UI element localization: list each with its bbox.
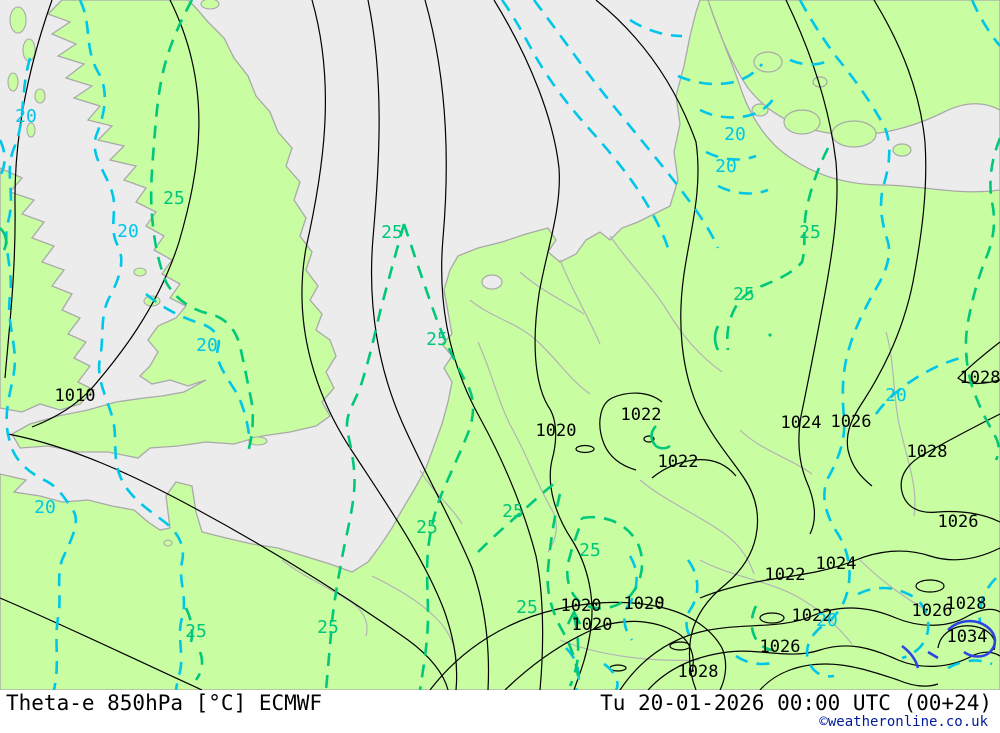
contour-label-theta-cyan: 20	[715, 156, 737, 177]
contour-label-pressure: 1026	[938, 512, 979, 532]
valid-time-title: Tu 20-01-2026 00:00 UTC (00+24)	[600, 691, 992, 715]
caption-bar: Theta-e 850hPa [°C] ECMWF Tu 20-01-2026 …	[0, 690, 1000, 733]
contour-label-theta-green: 25	[416, 517, 438, 538]
theta-contours-cyan	[0, 0, 1000, 691]
contour-label-pressure: 1024	[781, 413, 822, 433]
contour-label-pressure: 1022	[658, 452, 699, 472]
contour-label-theta-green: 25	[185, 621, 207, 642]
contour-label-pressure: 1026	[760, 637, 801, 657]
sea-kattegat-baltic	[707, 0, 1000, 193]
contour-label-theta-cyan: 20	[15, 106, 37, 127]
contour-label-theta-green: 25	[799, 222, 821, 243]
contour-label-theta-cyan: 20	[816, 610, 838, 631]
contour-label-theta-green: 25	[516, 597, 538, 618]
contour-label-pressure: 1028	[946, 594, 987, 614]
contour-label-pressure: 1028	[678, 662, 719, 682]
small-islands	[7, 0, 268, 547]
contour-label-theta-cyan: 20	[117, 221, 139, 242]
contour-label-theta-cyan: 20	[885, 385, 907, 406]
contour-label-theta-cyan: 20	[724, 124, 746, 145]
theta-contours-blue	[901, 619, 997, 669]
contour-label-pressure: 1022	[621, 405, 662, 425]
contour-label-theta-cyan: 20	[196, 335, 218, 356]
contour-label-pressure: 1034	[947, 627, 988, 647]
contour-label-pressure: 1026	[912, 601, 953, 621]
contour-label-pressure: 1022	[792, 606, 833, 626]
danish-islands	[751, 51, 912, 157]
contour-label-pressure: 1022	[765, 565, 806, 585]
contour-label-theta-cyan: 20	[34, 497, 56, 518]
contour-label-theta-green: 25	[733, 284, 755, 305]
contour-label-pressure: 1020	[561, 596, 602, 616]
landmass-ireland	[0, 167, 96, 413]
contour-label-theta-green: 25	[426, 329, 448, 350]
contour-label-pressure: 1010	[55, 386, 96, 406]
contour-label-pressure: 1020	[536, 421, 577, 441]
weather-map: 1010 1020 1022 1022 1024 1026 1028 1028 1026 1022…	[0, 0, 1000, 691]
contour-label-pressure: 1026	[831, 412, 872, 432]
copyright-text: ©weatheronline.co.uk	[819, 714, 988, 730]
contour-label-theta-green: 25	[381, 222, 403, 243]
contour-label-theta-green: 25	[317, 617, 339, 638]
contour-label-pressure: 1028	[907, 442, 948, 462]
contour-label-pressure: 1020	[572, 615, 613, 635]
contour-label-pressure: 1028	[960, 368, 1000, 388]
parameter-title: Theta-e 850hPa [°C] ECMWF	[6, 691, 323, 715]
landmass-britain	[11, 0, 337, 459]
contour-label-theta-green: 25	[163, 188, 185, 209]
contour-label-pressure: 1024	[816, 554, 857, 574]
contour-label-theta-green: 25	[579, 540, 601, 561]
contour-label-pressure: 1020	[624, 594, 665, 614]
theta-contours-green	[0, 0, 1000, 691]
contour-label-theta-green: 25	[502, 501, 524, 522]
